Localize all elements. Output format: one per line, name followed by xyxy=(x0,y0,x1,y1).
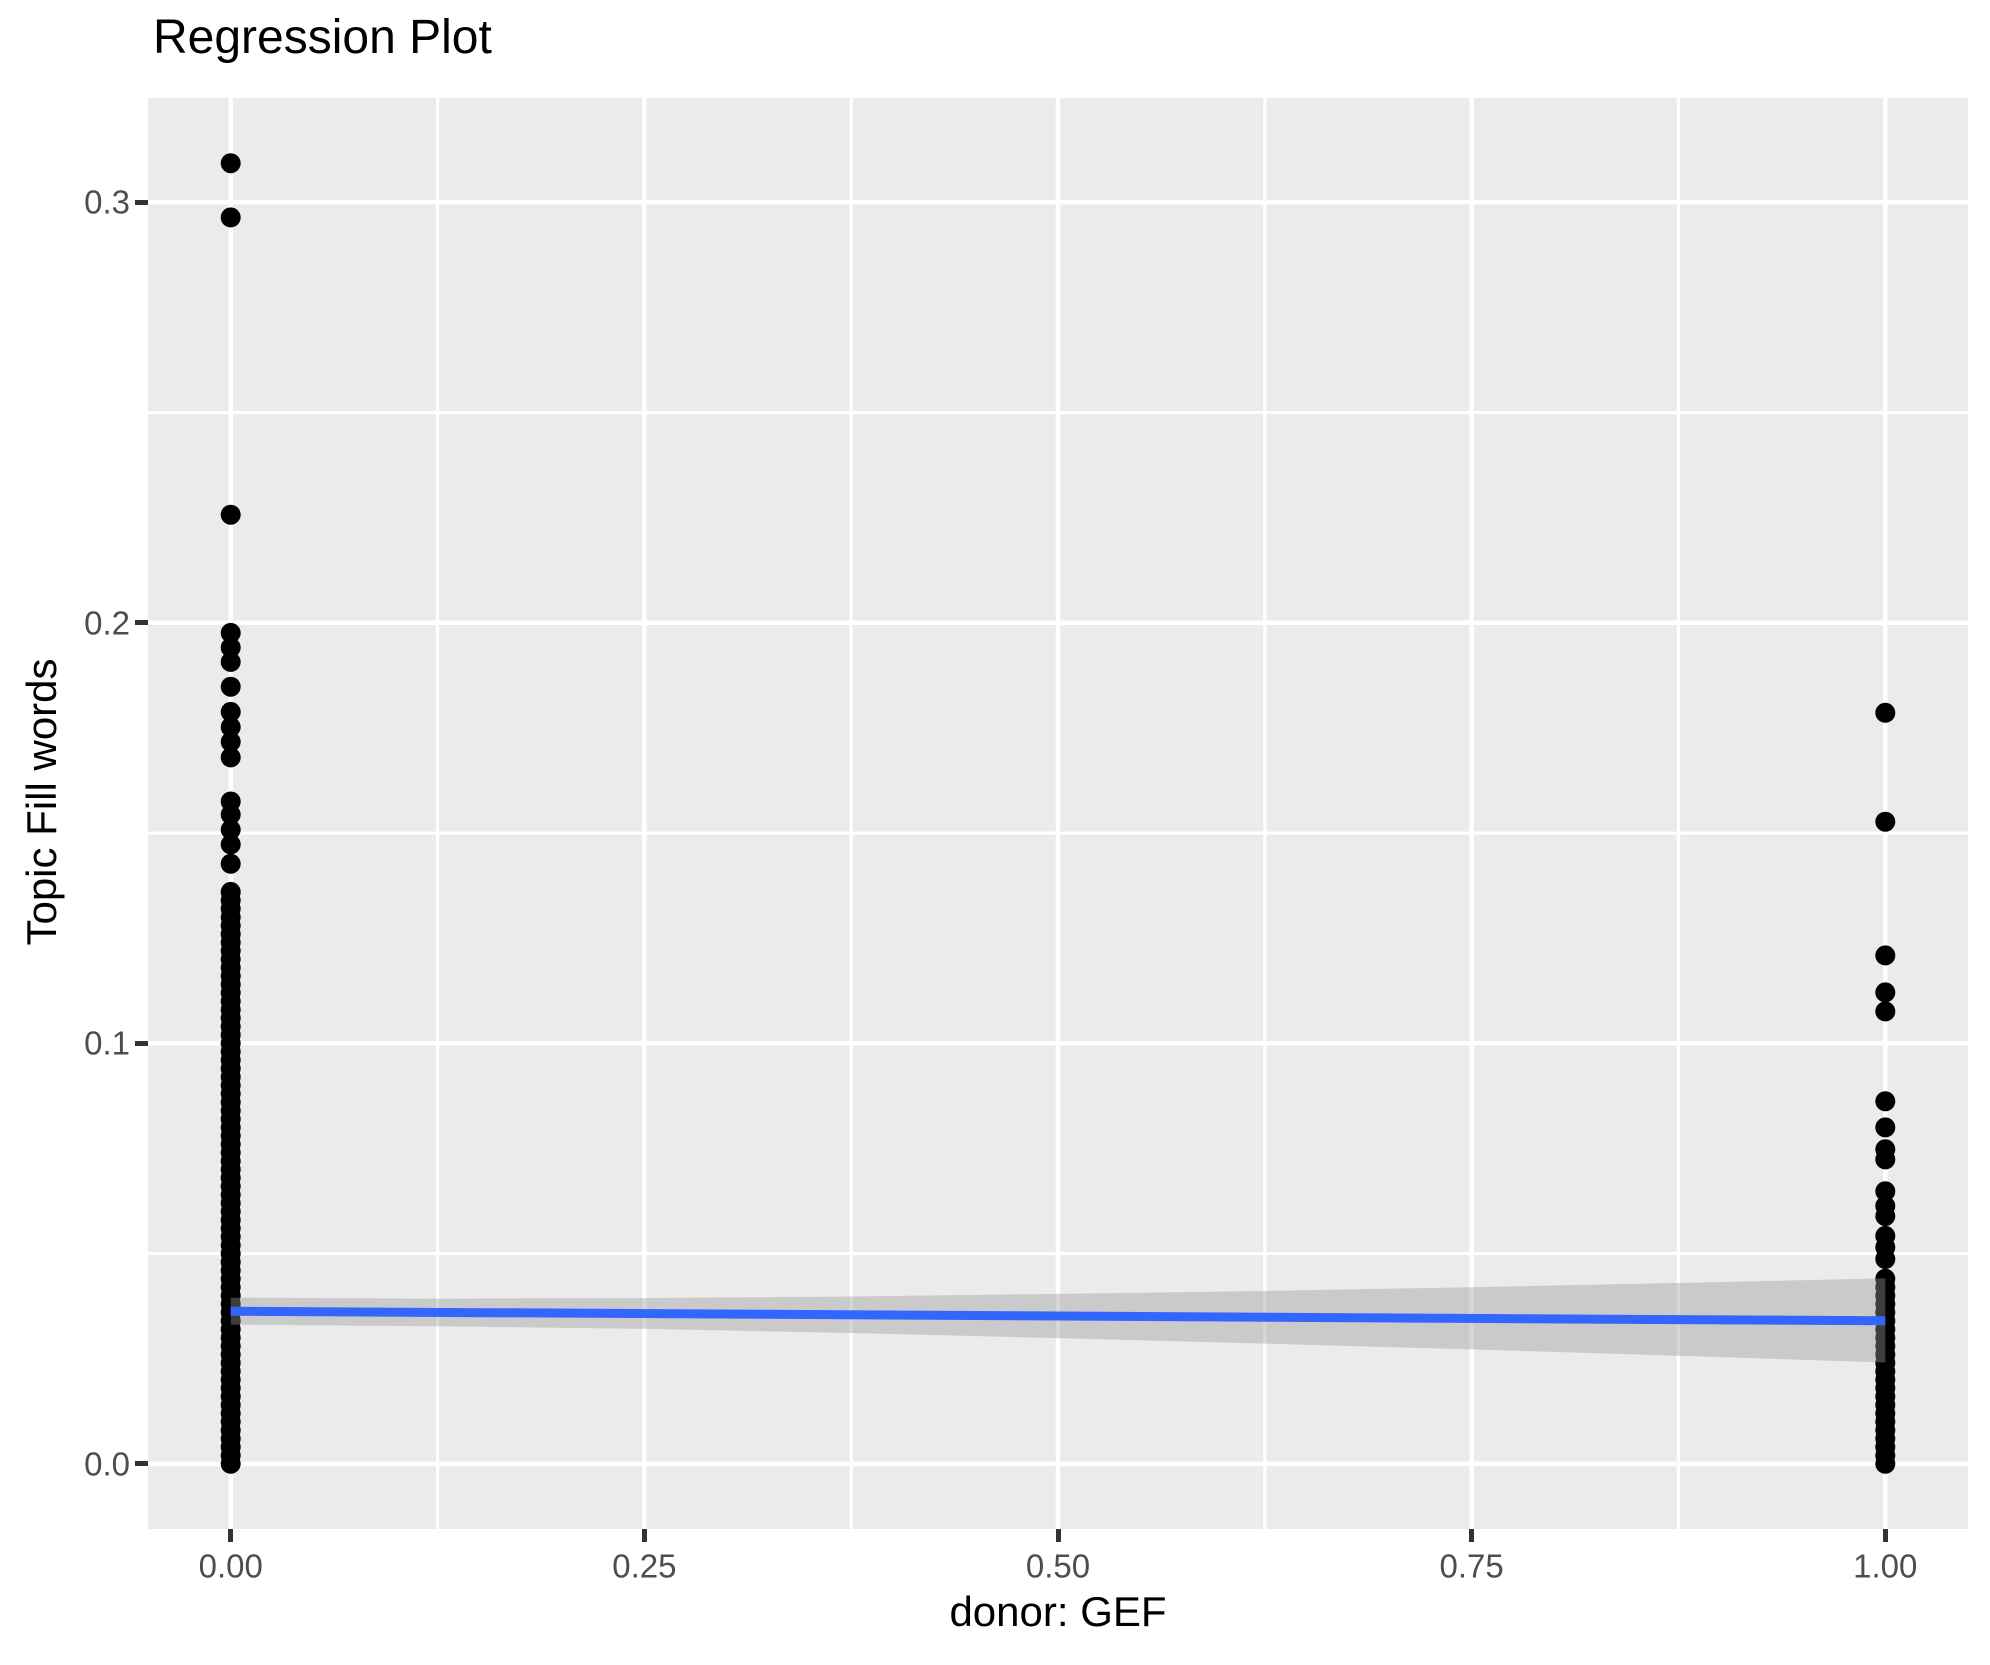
x-tick-mark xyxy=(1469,1529,1475,1542)
scatter-point xyxy=(220,637,241,658)
scatter-point xyxy=(1875,702,1896,723)
x-tick-label: 0.25 xyxy=(612,1547,677,1585)
scatter-point xyxy=(220,504,241,525)
scatter-point xyxy=(220,207,241,228)
plot-title: Regression Plot xyxy=(153,11,492,64)
scatter-point xyxy=(220,717,241,738)
scatter-point xyxy=(1875,811,1896,832)
scatter-point xyxy=(220,153,241,174)
y-tick-mark xyxy=(135,199,148,205)
x-tick-mark xyxy=(1882,1529,1888,1542)
scatter-point xyxy=(220,881,241,902)
x-tick-mark xyxy=(228,1529,234,1542)
scatter-point xyxy=(1875,1268,1896,1289)
x-tick-label: 0.75 xyxy=(1439,1547,1504,1585)
y-tick-label: 0.2 xyxy=(84,604,130,642)
scatter-point xyxy=(220,651,241,672)
y-tick-label: 0.0 xyxy=(84,1445,130,1483)
scatter-point xyxy=(220,701,241,722)
scatter-point xyxy=(220,731,241,752)
y-tick-mark xyxy=(135,1461,148,1467)
scatter-point xyxy=(1875,982,1896,1003)
scatter-point xyxy=(1875,1249,1896,1269)
y-axis-title: Topic Fill words xyxy=(18,658,65,946)
scatter-point xyxy=(1875,1181,1896,1202)
scatter-point xyxy=(1875,1206,1896,1227)
scatter-point xyxy=(220,622,241,643)
plot-panel xyxy=(148,98,1968,1529)
x-tick-label: 0.50 xyxy=(1025,1547,1091,1585)
y-tick-mark xyxy=(135,1040,148,1046)
x-tick-label: 0.00 xyxy=(198,1547,263,1585)
scatter-point xyxy=(1875,1091,1896,1112)
scatter-point xyxy=(1875,945,1896,966)
x-tick-mark xyxy=(1055,1529,1061,1542)
regression-line xyxy=(230,1306,1886,1326)
y-tick-label: 0.1 xyxy=(84,1024,130,1062)
scatter-point xyxy=(220,676,241,697)
scatter-point xyxy=(1875,1117,1896,1138)
scatter-point xyxy=(1875,1149,1896,1170)
y-tick-mark xyxy=(135,620,148,626)
scatter-point xyxy=(220,819,241,840)
scatter-point xyxy=(1875,1001,1896,1022)
scatter-point xyxy=(220,804,241,825)
y-tick-label: 0.3 xyxy=(84,183,130,221)
plot-canvas xyxy=(148,98,1968,1529)
scatter-point xyxy=(220,747,241,768)
scatter-point xyxy=(220,834,241,855)
scatter-point xyxy=(220,853,241,874)
x-axis-title: donor: GEF xyxy=(949,1588,1167,1635)
x-tick-mark xyxy=(641,1529,647,1542)
x-tick-label: 1.00 xyxy=(1853,1547,1918,1585)
